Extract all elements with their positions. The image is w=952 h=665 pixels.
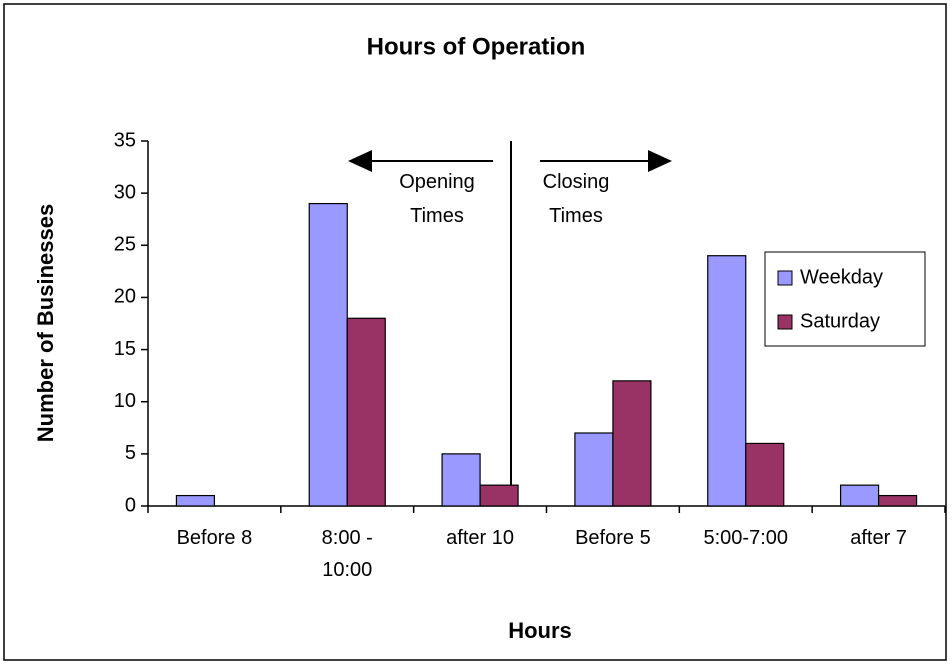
y-axis-label: Number of Businesses: [33, 204, 58, 442]
bar: [877, 494, 918, 507]
chart-title: Hours of Operation: [367, 33, 586, 60]
y-tick-label: 20: [114, 286, 136, 308]
x-axis-label: Hours: [508, 618, 572, 643]
legend-swatch: [777, 270, 793, 286]
x-tick-label: Before 8: [176, 527, 253, 549]
bar: [574, 432, 614, 507]
bar: [612, 380, 652, 507]
legend-swatch: [777, 314, 793, 330]
annotation: Closing Times: [542, 171, 610, 227]
y-tick-label: 0: [125, 494, 136, 516]
legend-label: Weekday: [800, 266, 883, 288]
bar: [308, 202, 348, 507]
x-tick-label: 5:00-7:00: [703, 527, 788, 549]
bar: [707, 255, 747, 507]
arrow-left-head: [348, 150, 372, 172]
legend-box: [764, 251, 926, 347]
y-tick-label: 5: [125, 442, 136, 464]
x-tick-label: after 7: [850, 527, 907, 549]
bar: [175, 494, 216, 507]
y-tick-label: 10: [114, 390, 136, 412]
x-tick-label: 8:00 - 10:00: [321, 527, 373, 581]
bar: [745, 442, 785, 507]
x-tick-label: after 10: [446, 527, 514, 549]
annotation: Opening Times: [399, 171, 475, 227]
x-tick-label: Before 5: [575, 527, 651, 549]
bar: [441, 453, 481, 507]
bar: [479, 484, 519, 507]
bar: [346, 317, 386, 507]
y-tick-label: 35: [114, 129, 136, 151]
y-tick-label: 30: [114, 181, 136, 203]
y-tick-label: 25: [114, 234, 136, 256]
arrow-right-head: [648, 150, 672, 172]
y-tick-label: 15: [114, 338, 136, 360]
legend-label: Saturday: [800, 310, 880, 332]
bar: [839, 484, 880, 507]
